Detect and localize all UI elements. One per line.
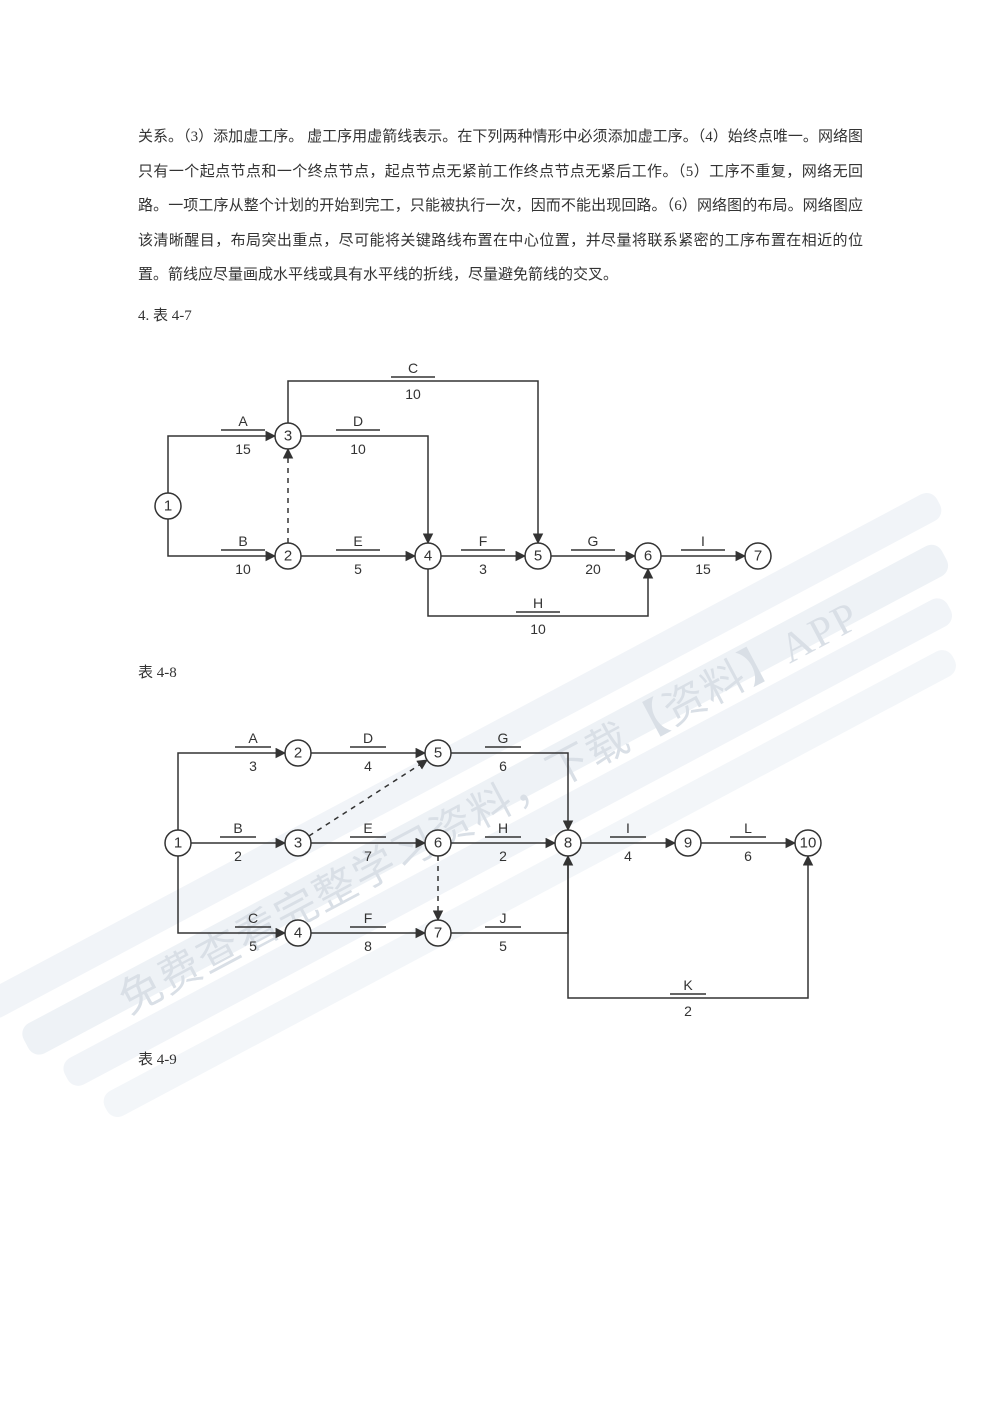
svg-text:3: 3 [294, 834, 302, 851]
svg-text:15: 15 [235, 441, 251, 457]
svg-text:8: 8 [364, 938, 372, 954]
svg-text:2: 2 [294, 744, 302, 761]
caption-4-9: 表 4-9 [138, 1045, 863, 1075]
svg-text:L: L [744, 820, 752, 836]
caption-4-7: 4. 表 4-7 [138, 301, 863, 331]
svg-text:F: F [364, 910, 373, 926]
svg-text:2: 2 [684, 1003, 692, 1019]
svg-text:6: 6 [499, 758, 507, 774]
body-paragraph: 关系。（3）添加虚工序。 虚工序用虚箭线表示。在下列两种情形中必须添加虚工序。（… [138, 120, 863, 293]
diagram-4-8: A 3 B 2 C 5 D 4 E 7 F 8 G 6 H 2 J 5 I 4 K 2 L 6 1 2 3 4 5 6 7 8 9 10 [138, 698, 863, 1033]
svg-text:9: 9 [684, 834, 692, 851]
svg-text:10: 10 [350, 441, 366, 457]
svg-text:3: 3 [479, 561, 487, 577]
svg-text:5: 5 [534, 547, 542, 564]
svg-text:4: 4 [294, 924, 302, 941]
svg-text:A: A [238, 413, 248, 429]
svg-text:D: D [363, 730, 373, 746]
svg-text:1: 1 [164, 497, 172, 514]
svg-text:D: D [353, 413, 363, 429]
svg-text:G: G [588, 533, 599, 549]
svg-text:10: 10 [405, 386, 421, 402]
svg-text:7: 7 [754, 547, 762, 564]
svg-text:6: 6 [434, 834, 442, 851]
svg-text:6: 6 [644, 547, 652, 564]
svg-text:B: B [238, 533, 247, 549]
svg-text:4: 4 [424, 547, 432, 564]
caption-4-8: 表 4-8 [138, 658, 863, 688]
svg-text:A: A [248, 730, 258, 746]
svg-text:H: H [533, 595, 543, 611]
svg-text:15: 15 [695, 561, 711, 577]
svg-text:H: H [498, 820, 508, 836]
svg-text:10: 10 [530, 621, 546, 637]
svg-text:I: I [626, 820, 630, 836]
svg-text:E: E [363, 820, 372, 836]
svg-text:F: F [479, 533, 488, 549]
svg-text:10: 10 [800, 834, 817, 851]
svg-text:5: 5 [434, 744, 442, 761]
svg-text:6: 6 [744, 848, 752, 864]
svg-text:3: 3 [284, 427, 292, 444]
svg-text:1: 1 [174, 834, 182, 851]
svg-text:B: B [233, 820, 242, 836]
svg-text:G: G [498, 730, 509, 746]
svg-text:5: 5 [249, 938, 257, 954]
svg-text:C: C [408, 360, 418, 376]
svg-text:K: K [683, 977, 693, 993]
svg-text:5: 5 [499, 938, 507, 954]
svg-text:8: 8 [564, 834, 572, 851]
svg-text:5: 5 [354, 561, 362, 577]
svg-text:10: 10 [235, 561, 251, 577]
svg-text:20: 20 [585, 561, 601, 577]
svg-text:I: I [701, 533, 705, 549]
svg-text:2: 2 [234, 848, 242, 864]
svg-text:J: J [500, 910, 507, 926]
svg-text:2: 2 [284, 547, 292, 564]
svg-text:4: 4 [624, 848, 632, 864]
svg-text:7: 7 [434, 924, 442, 941]
diagram-4-7: A 15 B 10 C 10 D 10 E 5 F 3 G 20 H 10 I 15 1 3 2 4 5 6 7 [138, 341, 863, 646]
svg-text:E: E [353, 533, 362, 549]
svg-text:3: 3 [249, 758, 257, 774]
svg-text:2: 2 [499, 848, 507, 864]
svg-text:7: 7 [364, 848, 372, 864]
svg-text:4: 4 [364, 758, 372, 774]
page-content: 关系。（3）添加虚工序。 虚工序用虚箭线表示。在下列两种情形中必须添加虚工序。（… [0, 0, 993, 1075]
svg-text:C: C [248, 910, 258, 926]
